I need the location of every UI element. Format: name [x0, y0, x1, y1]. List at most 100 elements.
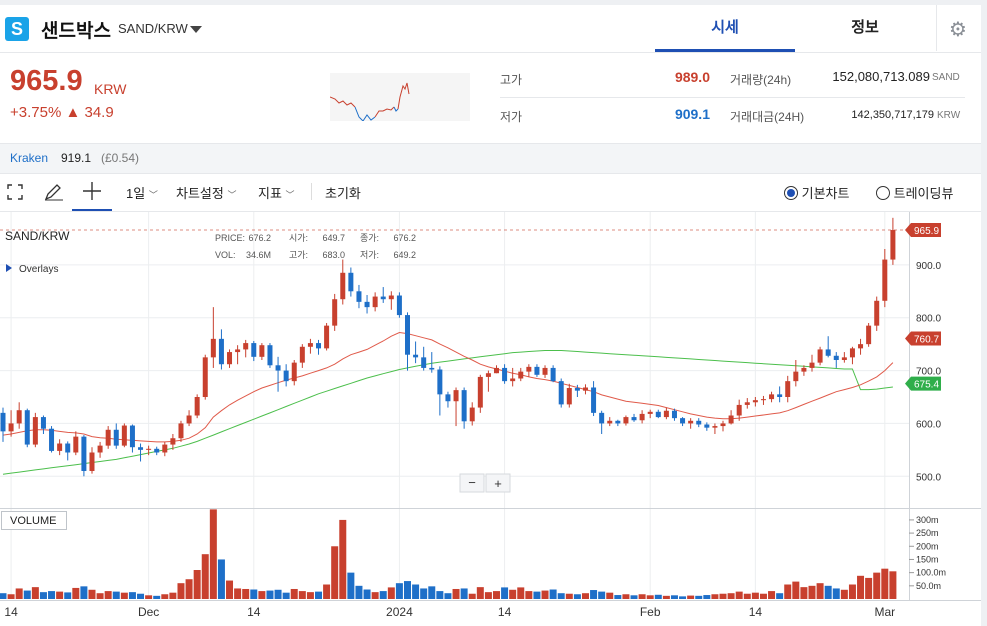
volume-bar: [840, 589, 848, 599]
candle-body: [777, 394, 783, 397]
volume-bar: [428, 586, 436, 599]
volume-bar: [695, 595, 703, 599]
stats-divider: [500, 97, 965, 98]
interval-select[interactable]: 1일 ﹀: [126, 183, 158, 202]
candle-body: [275, 365, 281, 371]
volume-bar: [800, 587, 808, 599]
volume-bar: [751, 592, 759, 599]
mode-trading-radio[interactable]: 트레이딩뷰: [876, 183, 953, 202]
exchange-name[interactable]: Kraken: [10, 151, 49, 165]
candle-body: [671, 410, 677, 419]
volume-bar: [177, 583, 185, 599]
tab-info[interactable]: 정보: [851, 19, 879, 36]
candle-body: [40, 417, 46, 429]
volume-bar: [590, 590, 598, 599]
candle-body: [477, 376, 483, 408]
volume-unit: SAND: [932, 72, 960, 83]
volume-bar: [484, 592, 492, 599]
candle-body: [534, 366, 540, 375]
crosshair-button[interactable]: [72, 173, 112, 211]
volume-bar: [525, 591, 533, 599]
tab-quote[interactable]: 시세: [655, 5, 795, 52]
volume-bar: [759, 593, 767, 599]
volume-bar: [80, 586, 88, 599]
candle-body: [32, 417, 38, 445]
volume-bar: [120, 592, 128, 599]
mode-basic-radio[interactable]: 기본차트: [784, 183, 849, 202]
candle-body: [769, 394, 775, 400]
coin-select-chevron-down-icon[interactable]: [190, 26, 202, 33]
volume-bar: [857, 575, 865, 599]
indicators-menu[interactable]: 지표 ﹀: [258, 183, 295, 202]
volume-bar: [727, 593, 735, 599]
candlestick-chart[interactable]: 500.0 600.0 700.0 800.0 900.0 14 Dec 14 2024 14 Fe…: [0, 212, 981, 626]
coin-pair: SAND/KRW: [118, 21, 188, 36]
volume-bar: [379, 591, 387, 599]
reset-button[interactable]: 초기화: [325, 186, 361, 201]
volume-bar: [573, 594, 581, 599]
volume-bar: [687, 595, 695, 599]
volume-bar: [881, 568, 889, 599]
candle-body: [518, 371, 524, 379]
candle-body: [445, 394, 451, 402]
chart-widget: S 샌드박스 SAND/KRW 시세 정보 ⚙ 965.9 KRW +3.75%…: [0, 5, 981, 626]
volume-bar: [323, 584, 331, 599]
volume-bar: [768, 591, 776, 599]
volume-bar: [873, 572, 881, 599]
volume-bar: [743, 593, 751, 599]
volume-bar: [703, 595, 711, 599]
candle-body: [364, 301, 370, 308]
zoom-out-button[interactable]: [459, 473, 485, 493]
time-tick-label: 14: [247, 605, 261, 619]
volume-bar: [282, 592, 290, 599]
fullscreen-icon[interactable]: [7, 184, 23, 200]
chart-area[interactable]: 500.0 600.0 700.0 800.0 900.0 14 Dec 14 2024 14 Fe…: [0, 212, 981, 626]
chart-symbol-label: SAND/KRW: [5, 229, 70, 243]
candle-body: [582, 387, 588, 391]
volume-bar: [420, 588, 428, 599]
volume-bar: [622, 594, 630, 599]
time-tick-label: 14: [749, 605, 763, 619]
time-tick-label: 14: [4, 605, 18, 619]
volume-bar: [161, 594, 169, 599]
zoom-in-button[interactable]: [485, 473, 511, 493]
candle-body: [882, 259, 888, 301]
candle-body: [858, 344, 864, 349]
zoom-in-icon: +: [494, 476, 502, 491]
candle-body: [461, 390, 467, 422]
candle-body: [437, 369, 443, 395]
candle-body: [631, 417, 637, 421]
sparkline-down: [354, 106, 376, 122]
volume-bar: [444, 593, 452, 599]
candle-body: [332, 299, 338, 326]
volume-bar: [784, 584, 792, 599]
candle-body: [316, 343, 322, 349]
volume-tick-label: 250m: [916, 528, 939, 538]
candle-body: [485, 373, 491, 377]
volume-tick-label: 200m: [916, 541, 939, 551]
volume-bar: [452, 588, 460, 599]
candle-body: [591, 387, 597, 413]
candle-body: [510, 378, 516, 382]
candle-body: [890, 230, 896, 260]
volume-bar: [412, 584, 420, 599]
indicators-label: 지표: [258, 186, 282, 201]
price-unit: KRW: [94, 81, 127, 97]
pencil-icon[interactable]: [44, 183, 64, 201]
volume-bar: [48, 591, 56, 599]
candle-body: [105, 429, 111, 446]
candle-body: [154, 448, 160, 453]
candle-body: [267, 345, 273, 366]
volume-bar: [112, 591, 120, 599]
volume-bar: [234, 588, 242, 599]
candle-body: [542, 367, 548, 375]
volume-bar: [614, 595, 622, 599]
chart-settings-menu[interactable]: 차트설정 ﹀: [176, 183, 236, 202]
radio-selected-icon: [784, 186, 798, 200]
candle-body: [647, 411, 653, 414]
candle-body: [372, 296, 378, 308]
volume-bar: [88, 589, 96, 599]
settings-button[interactable]: ⚙: [936, 5, 981, 51]
candle-body: [639, 413, 645, 421]
candle-body: [785, 381, 791, 397]
